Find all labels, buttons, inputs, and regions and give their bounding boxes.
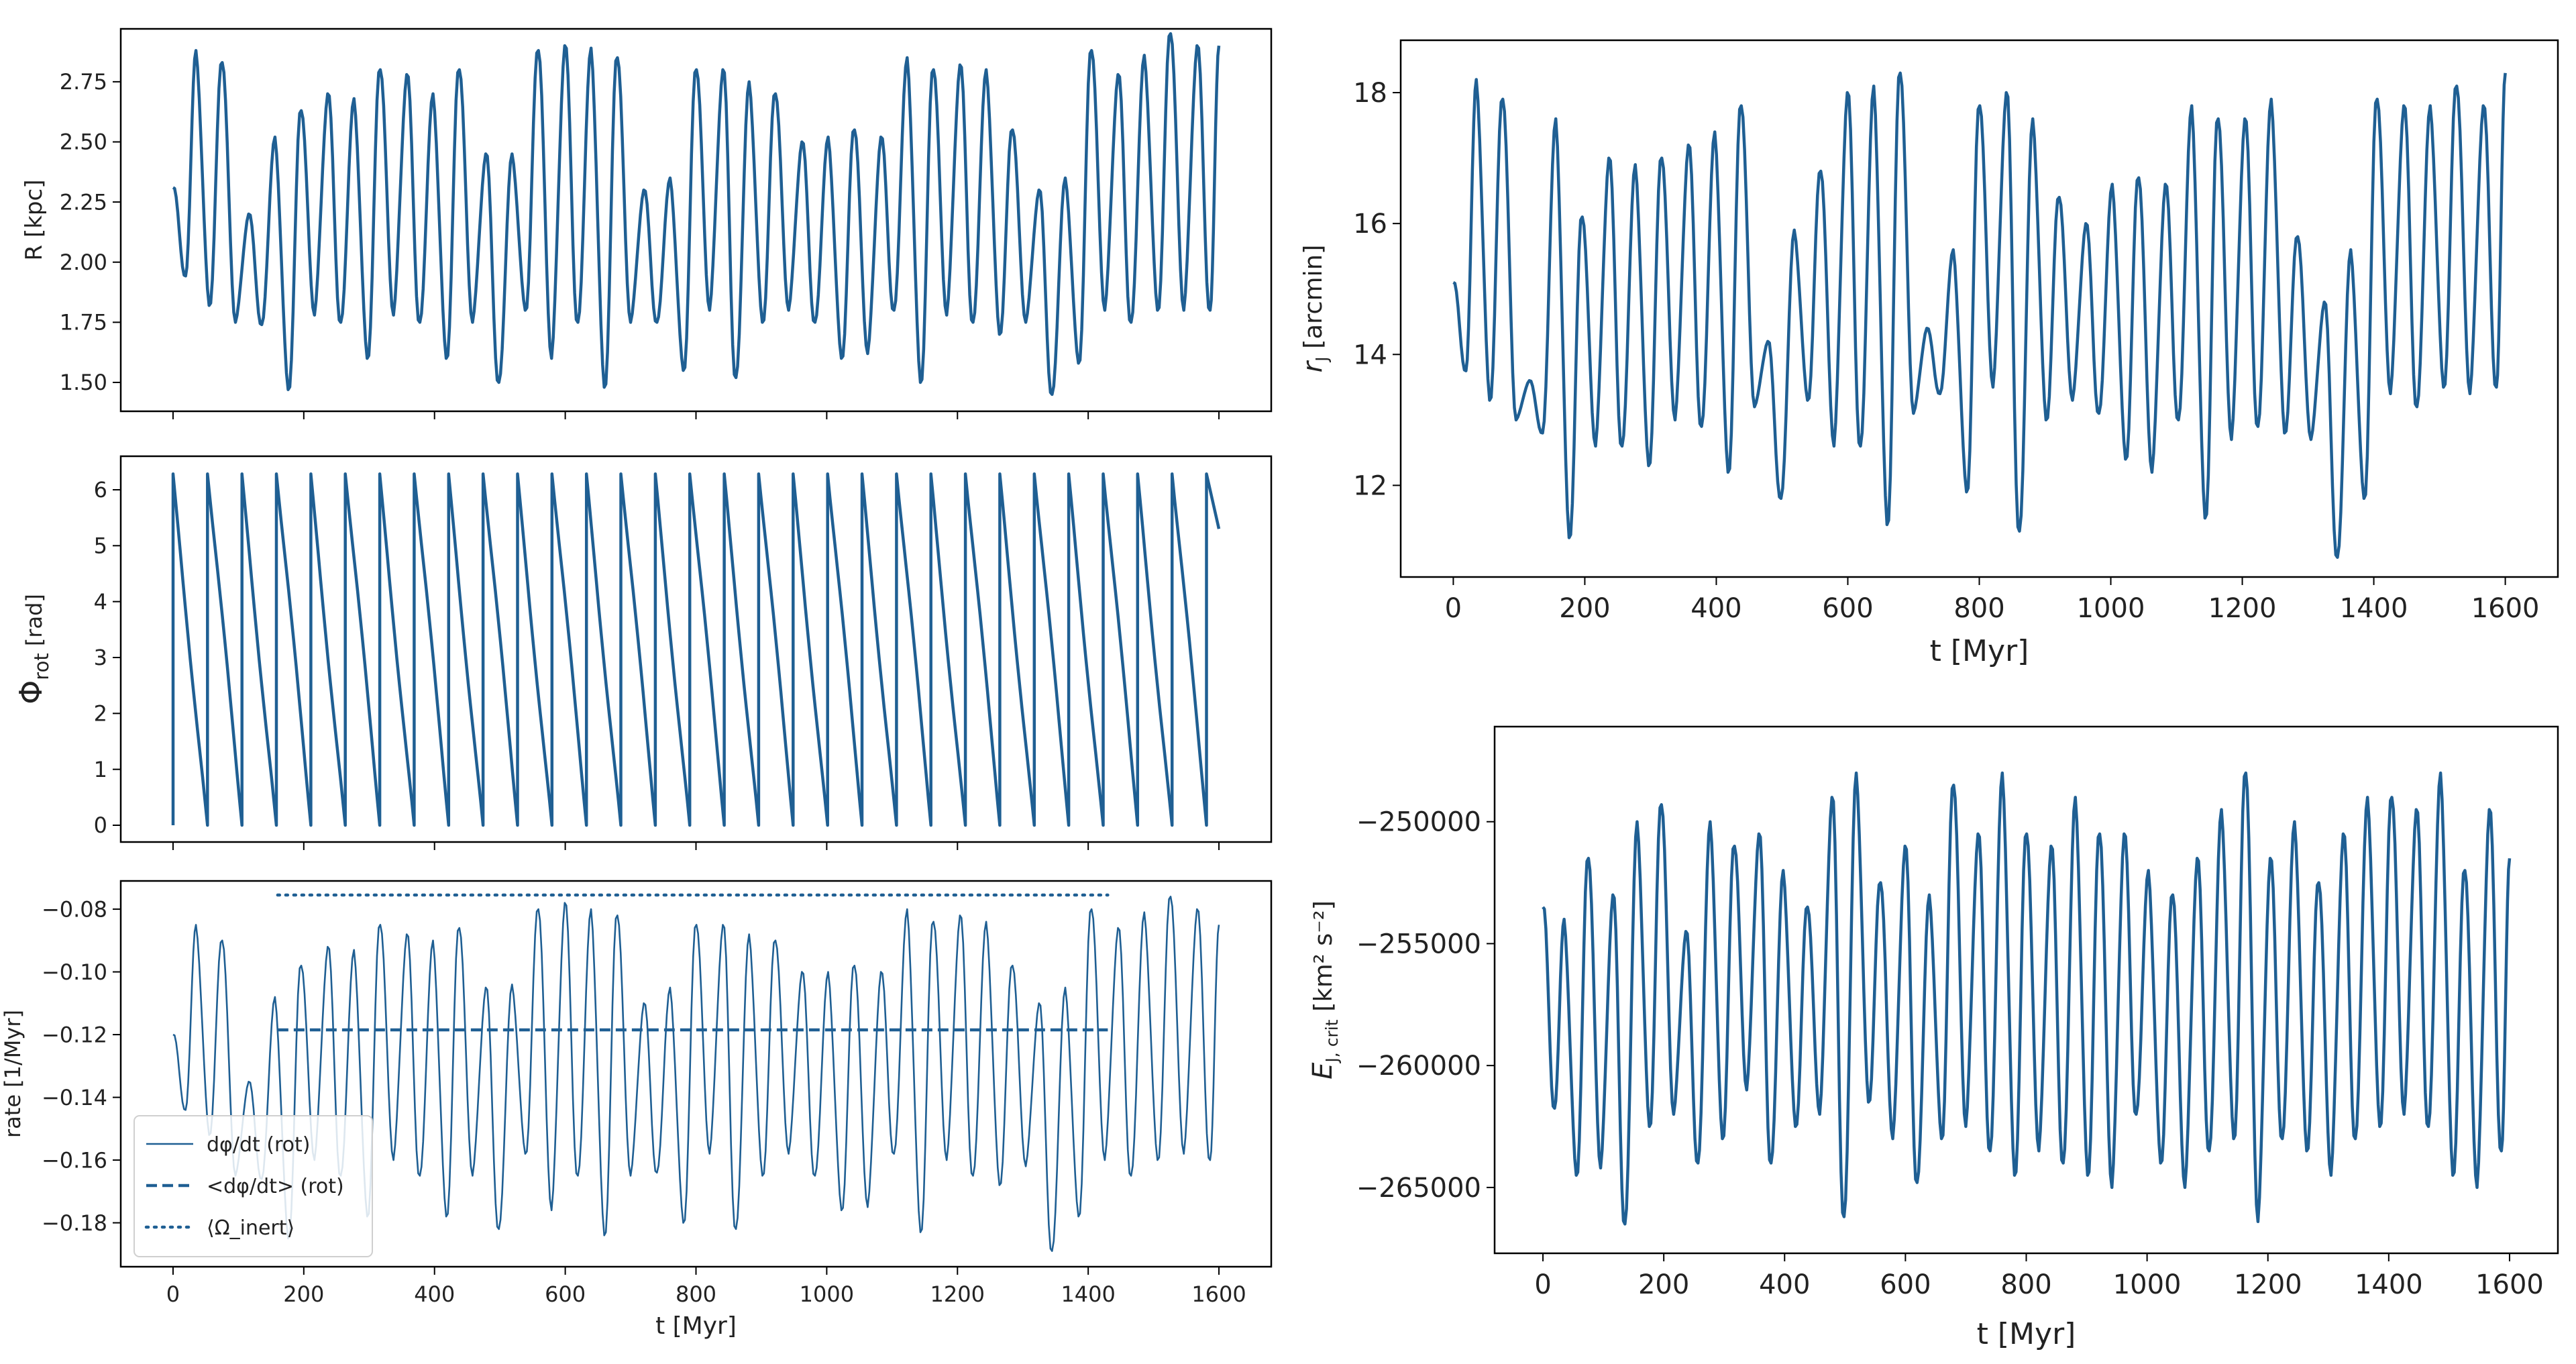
y-tick-label: 14	[1353, 339, 1387, 370]
x-tick-label: 1200	[930, 1281, 985, 1307]
x-tick-label: 400	[414, 1281, 455, 1307]
x-tick-label: 1600	[1191, 1281, 1246, 1307]
y-tick-label: 6	[94, 477, 107, 503]
y-tick-label: −0.12	[42, 1022, 107, 1047]
chart-panel-rate: 0 200 400 600 800 1000 1200 1400 1600 −0.18 −0.16 −…	[0, 880, 1273, 1340]
x-tick-label: 1200	[2234, 1269, 2302, 1300]
y-tick-label: 12	[1353, 470, 1387, 501]
chart-panel-r-kpc: 1.50 1.75 2.00 2.25 2.50 2.75 R [kpc]	[21, 28, 1273, 419]
x-tick-label: 0	[1445, 593, 1462, 624]
plot-frame	[1493, 725, 2559, 1255]
series-line-rJ	[1452, 71, 2507, 559]
legend-label: ⟨Ω_inert⟩	[207, 1216, 294, 1240]
x-tick-label: 600	[1880, 1269, 1931, 1300]
plot-area	[172, 32, 1221, 397]
chart-panel-ej-crit: 0 200 400 600 800 1000 1200 1400 1600 −265000 −260…	[1307, 725, 2559, 1351]
legend-box	[133, 1115, 373, 1257]
x-tick-label: 1000	[2077, 593, 2145, 624]
legend: dφ/dt (rot) <dφ/dt> (rot) ⟨Ω_inert⟩	[133, 1115, 373, 1257]
y-axis-label-subscript: J	[1312, 357, 1332, 363]
y-axis-label: rJ [arcmin]	[1297, 245, 1332, 373]
y-axis-label-symbol: E	[1307, 1062, 1338, 1080]
y-tick-label: −265000	[1356, 1173, 1481, 1204]
x-tick-label: 0	[1534, 1269, 1551, 1300]
y-tick-label: −0.14	[42, 1085, 107, 1110]
y-tick-label: −260000	[1356, 1051, 1481, 1082]
y-axis-label: R [kpc]	[21, 180, 48, 261]
series-line-phi-rot	[171, 472, 1221, 827]
x-tick-label: 1400	[1061, 1281, 1115, 1307]
y-tick-label: −0.16	[42, 1147, 107, 1173]
x-tick-label: 400	[1690, 593, 1741, 624]
x-tick-label: 1400	[2340, 593, 2408, 624]
y-tick-label: −0.08	[42, 896, 107, 922]
y-axis-label: Φrot [rad]	[13, 594, 53, 704]
plot-frame	[119, 28, 1273, 413]
x-tick-label: 1600	[2471, 593, 2540, 624]
y-tick-label: −250000	[1356, 807, 1481, 838]
y-axis-label-symbol: Φ	[13, 680, 49, 704]
y-tick-label: 2.50	[60, 129, 107, 155]
y-tick-label: 2	[94, 701, 107, 727]
plot-area	[1542, 771, 2512, 1226]
x-tick-label: 600	[1822, 593, 1873, 624]
y-axis-label-symbol: r	[1297, 360, 1328, 372]
plot-frame	[119, 880, 1273, 1268]
x-tick-label: 1200	[2208, 593, 2277, 624]
series-line-EJ	[1542, 771, 2512, 1226]
x-tick-label: 1000	[2113, 1269, 2182, 1300]
x-tick-label: 0	[166, 1281, 180, 1307]
y-tick-label: −0.10	[42, 959, 107, 985]
y-tick-label: 4	[94, 589, 107, 615]
y-tick-label: 5	[94, 533, 107, 559]
y-axis-label-unit: [km² s⁻²]	[1309, 900, 1338, 1019]
y-tick-label: 16	[1353, 209, 1387, 240]
x-tick-label: 600	[545, 1281, 586, 1307]
y-tick-label: 3	[94, 645, 107, 670]
x-axis-label: t [Myr]	[1977, 1317, 2076, 1351]
x-tick-label: 800	[1953, 593, 2004, 624]
y-tick-label: 1.75	[60, 310, 107, 335]
x-tick-label: 400	[1759, 1269, 1810, 1300]
plot-frame	[1399, 39, 2559, 578]
plot-area	[1452, 71, 2507, 559]
x-tick-label: 800	[676, 1281, 716, 1307]
x-tick-label: 1000	[800, 1281, 854, 1307]
x-tick-label: 200	[1559, 593, 1610, 624]
series-line-R	[172, 32, 1221, 397]
y-tick-label: 18	[1353, 78, 1387, 109]
chart-panel-rj-arcmin: 0 200 400 600 800 1000 1200 1400 1600 12 14 16 18 t […	[1297, 39, 2559, 668]
x-tick-label: 800	[2000, 1269, 2051, 1300]
x-axis-label: t [Myr]	[1930, 634, 2029, 668]
plot-frame	[119, 455, 1273, 843]
y-axis-label-unit: [arcmin]	[1299, 245, 1328, 357]
y-tick-label: −255000	[1356, 929, 1481, 959]
legend-label: <dφ/dt> (rot)	[207, 1175, 344, 1198]
y-axis-label-subscript: rot	[30, 653, 53, 680]
x-axis-label: t [Myr]	[655, 1312, 737, 1340]
y-tick-label: 2.75	[60, 69, 107, 95]
y-axis-label: EJ, crit [km² s⁻²]	[1307, 900, 1342, 1080]
x-tick-label: 1600	[2475, 1269, 2544, 1300]
x-tick-label: 200	[283, 1281, 324, 1307]
y-tick-label: 1	[94, 757, 107, 782]
legend-label: dφ/dt (rot)	[207, 1133, 310, 1157]
y-tick-label: 0	[94, 812, 107, 838]
chart-panel-phi-rot: 0 1 2 3 4 5 6 Φrot [rad]	[13, 455, 1273, 850]
x-tick-label: 200	[1638, 1269, 1689, 1300]
x-tick-label: 1400	[2355, 1269, 2423, 1300]
y-axis-label-unit: [rad]	[21, 594, 47, 653]
y-tick-label: 1.50	[60, 370, 107, 395]
y-tick-label: 2.00	[60, 250, 107, 275]
y-axis-label: rate [1/Myr]	[0, 1010, 25, 1138]
y-tick-label: 2.25	[60, 189, 107, 215]
plot-area	[171, 472, 1221, 827]
y-axis-label-subscript: J, crit	[1322, 1019, 1342, 1063]
y-tick-label: −0.18	[42, 1210, 107, 1236]
